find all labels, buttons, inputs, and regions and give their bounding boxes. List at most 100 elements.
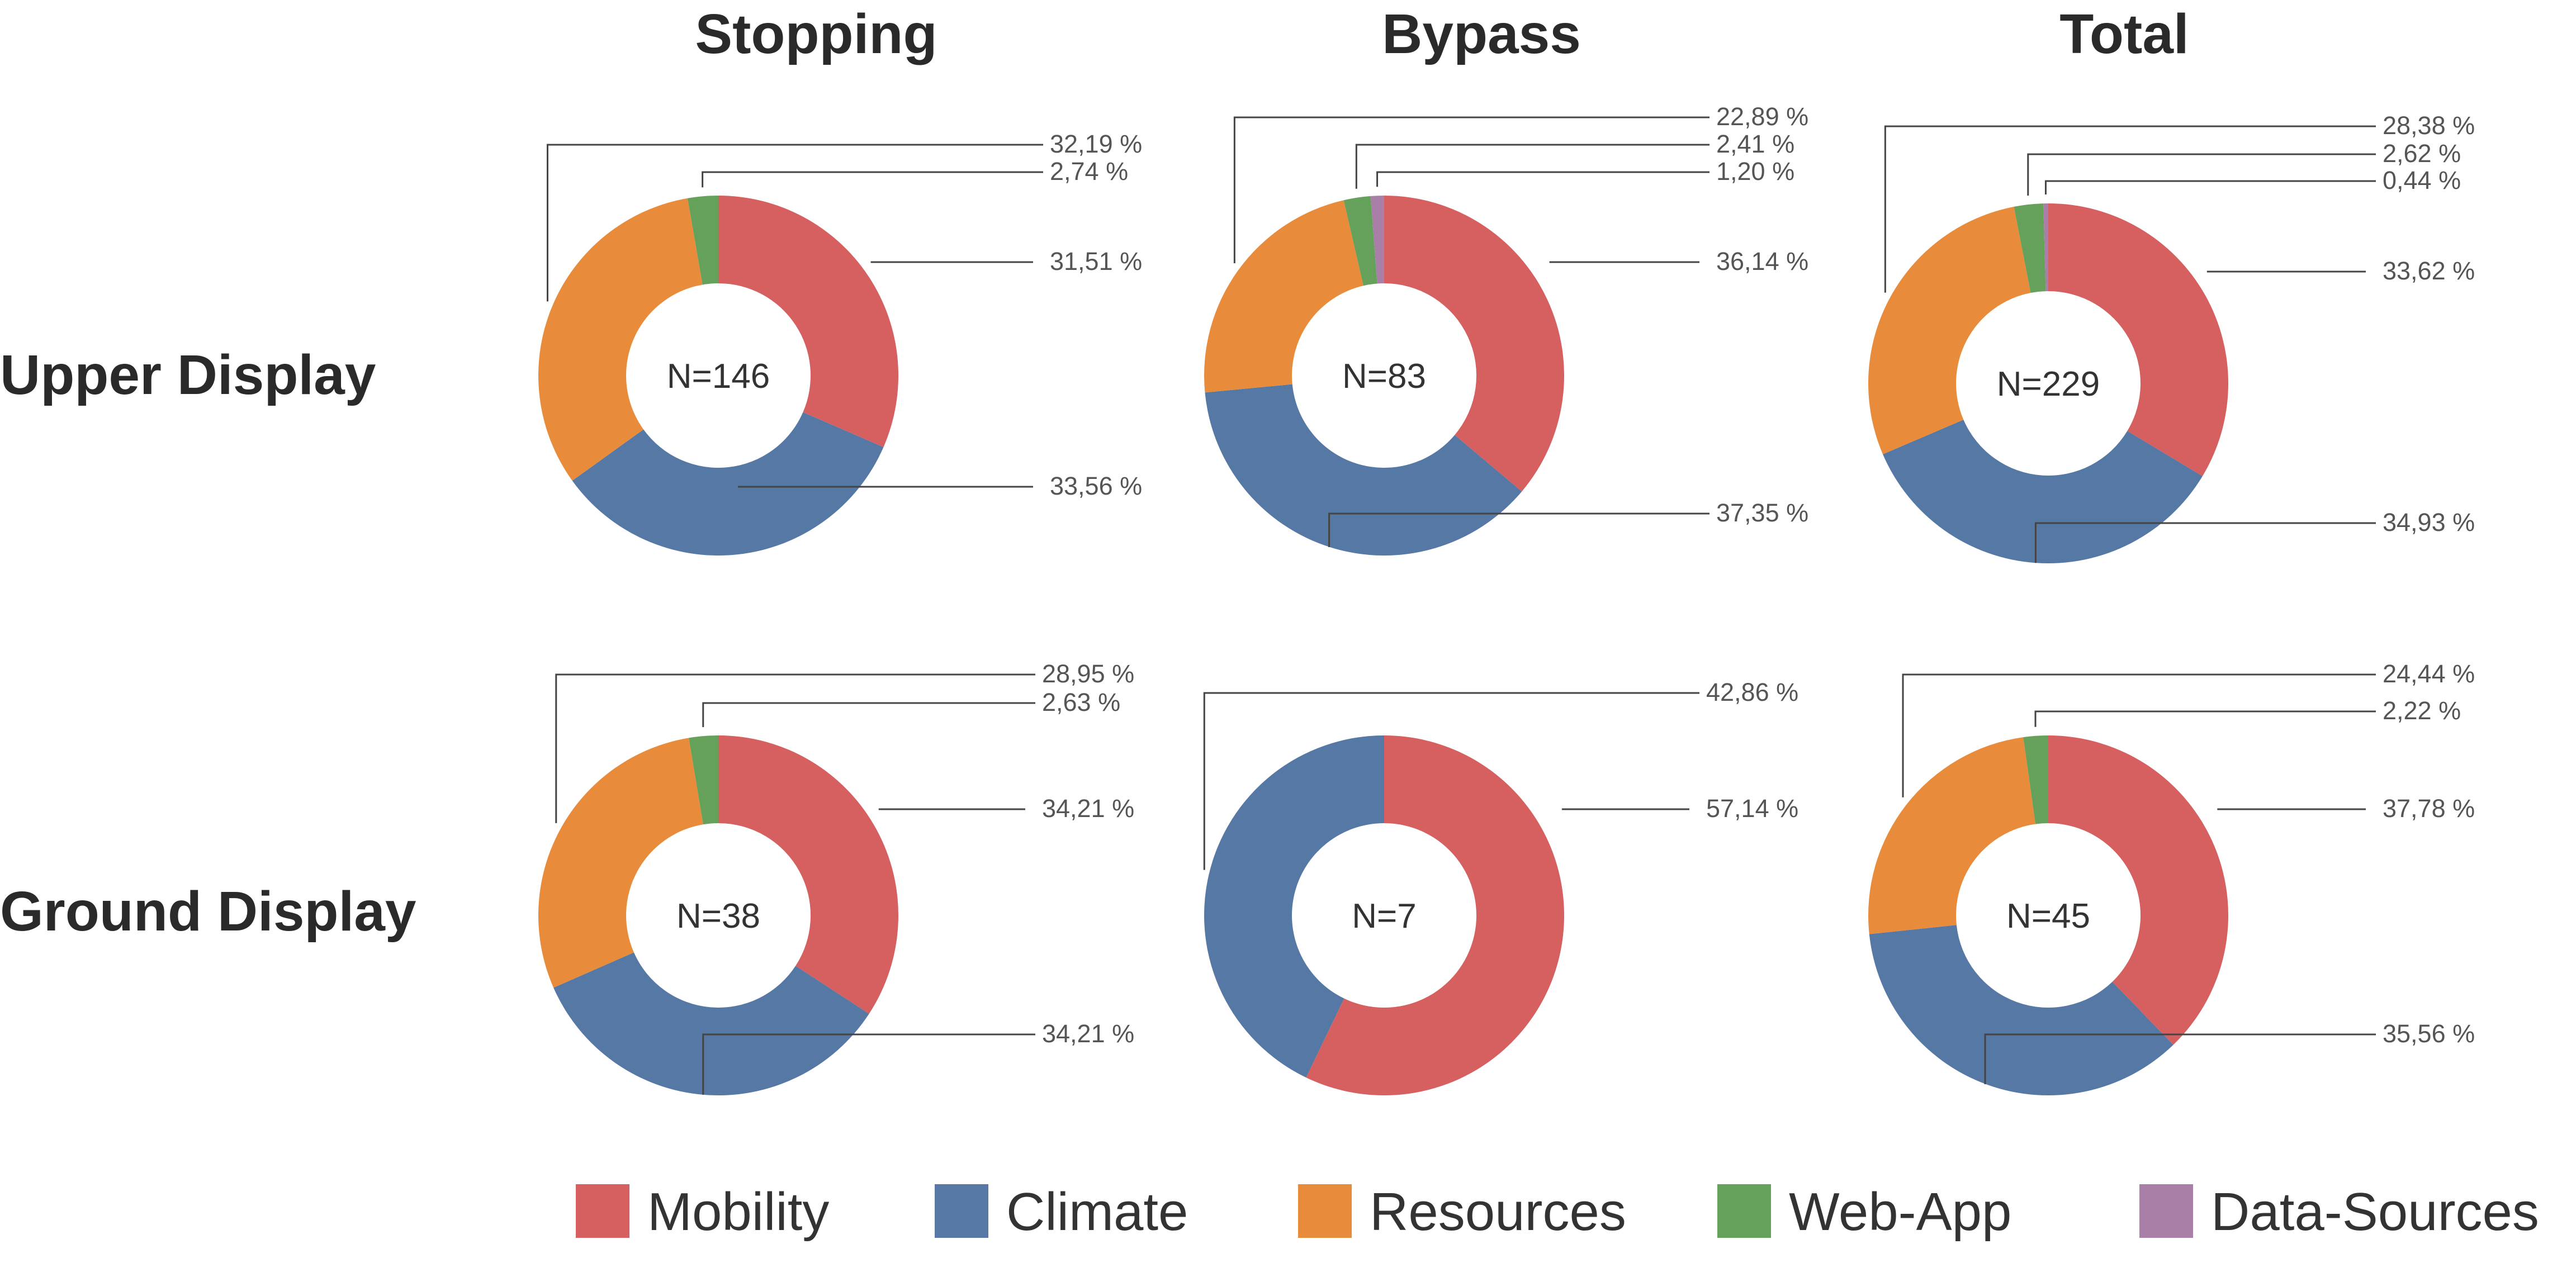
row-title-ground-display: Ground Display	[0, 880, 416, 943]
legend-item-web-app: Web-App	[1717, 1182, 2011, 1242]
leader-line	[2044, 180, 2376, 195]
leader-line	[555, 673, 1035, 823]
donut-ground-display-total: N=45 37,78 % 35,56 % 24,44 % 2,22 %	[1868, 659, 2475, 1096]
value-label-web-app: 2,74 %	[1050, 157, 1128, 186]
slice-mobility	[1306, 735, 1564, 1095]
legend-swatch	[2139, 1184, 2193, 1238]
donut-ground-display-bypass: N=7 57,14 % 42,86 %	[1203, 678, 1798, 1095]
value-label-resources: 28,95 %	[1042, 659, 1134, 688]
center-label: N=83	[1342, 357, 1426, 396]
value-label-mobility: 57,14 %	[1706, 794, 1798, 823]
row-titles: Upper Display Ground Display	[0, 344, 416, 943]
slice-resources	[538, 198, 703, 481]
legend-swatch	[935, 1184, 988, 1238]
legend-swatch	[1717, 1184, 1771, 1238]
slice-mobility	[1384, 196, 1564, 492]
slice-resources	[1868, 206, 2031, 454]
center-label: N=38	[676, 897, 760, 936]
value-label-resources: 32,19 %	[1050, 130, 1142, 158]
value-label-mobility: 34,21 %	[1042, 794, 1134, 823]
value-label-climate: 34,21 %	[1042, 1019, 1134, 1048]
leader-line	[2034, 522, 2376, 563]
row-title-upper-display: Upper Display	[0, 344, 376, 406]
value-label-mobility: 37,78 %	[2383, 794, 2475, 823]
leader-line	[702, 171, 1043, 188]
value-label-web-app: 2,62 %	[2383, 139, 2461, 168]
leader-line	[1984, 1033, 2376, 1085]
slice-resources	[1868, 737, 2036, 934]
leader-line	[1902, 673, 2376, 797]
slice-data-sources	[1370, 196, 1384, 284]
donut-upper-display-total: N=229 33,62 % 34,93 % 28,38 %2,62 %0,44 %	[1868, 111, 2475, 563]
legend-label: Data-Sources	[2211, 1182, 2539, 1242]
value-label-climate: 37,35 %	[1716, 498, 1808, 527]
legend-swatch	[1298, 1184, 1352, 1238]
slice-mobility	[2048, 735, 2229, 1045]
slice-mobility	[718, 196, 898, 448]
leader-line	[1328, 512, 1710, 547]
leader-line	[1233, 116, 1710, 263]
legend-item-mobility: Mobility	[576, 1182, 829, 1242]
donuts: N=146 31,51 % 33,56 % 32,19 %2,74 % N=83 36,1…	[538, 102, 2475, 1096]
slice-data-sources	[2043, 203, 2048, 292]
slice-resources	[538, 738, 703, 988]
slice-climate	[1869, 925, 2174, 1096]
center-label: N=146	[667, 357, 770, 396]
slice-web-app	[687, 196, 718, 285]
slice-resources	[1204, 200, 1363, 393]
slice-mobility	[718, 735, 899, 1014]
leader-line	[702, 702, 1035, 728]
center-label: N=7	[1352, 897, 1416, 936]
value-label-resources: 22,89 %	[1716, 102, 1808, 131]
donut-upper-display-bypass: N=83 36,14 % 37,35 % 22,89 %2,41 %1,20 %	[1204, 102, 1808, 555]
value-label-web-app: 2,63 %	[1042, 688, 1120, 716]
column-title-stopping: Stopping	[695, 3, 937, 65]
value-label-data-sources: 0,44 %	[2383, 166, 2461, 194]
leader-line	[2027, 153, 2376, 196]
legend-label: Climate	[1006, 1182, 1188, 1242]
value-label-web-app: 2,22 %	[2383, 696, 2461, 725]
slice-mobility	[2048, 203, 2229, 477]
legend-item-data-sources: Data-Sources	[2139, 1182, 2539, 1242]
center-label: N=45	[2006, 897, 2090, 936]
leader-line	[1884, 125, 2376, 293]
value-label-climate: 34,93 %	[2383, 508, 2475, 536]
value-label-data-sources: 1,20 %	[1716, 157, 1794, 186]
legend-item-climate: Climate	[935, 1182, 1188, 1242]
slice-web-app	[2023, 735, 2048, 824]
value-label-climate: 35,56 %	[2383, 1019, 2475, 1048]
leader-line	[546, 144, 1043, 302]
value-label-mobility: 33,62 %	[2383, 257, 2475, 285]
column-title-total: Total	[2059, 3, 2189, 65]
donut-upper-display-stopping: N=146 31,51 % 33,56 % 32,19 %2,74 %	[538, 130, 1142, 555]
legend: Mobility Climate Resources Web-App Data-Sour…	[576, 1182, 2539, 1242]
slice-web-app	[2014, 203, 2046, 293]
legend-label: Mobility	[647, 1182, 829, 1242]
legend-swatch	[576, 1184, 629, 1238]
slice-web-app	[1343, 196, 1377, 286]
slice-climate	[1883, 419, 2203, 563]
value-label-web-app: 2,41 %	[1716, 130, 1794, 158]
value-label-mobility: 36,14 %	[1716, 247, 1808, 276]
slice-climate	[572, 412, 884, 555]
column-title-bypass: Bypass	[1382, 3, 1581, 65]
legend-item-resources: Resources	[1298, 1182, 1626, 1242]
slice-climate	[1205, 384, 1522, 555]
legend-label: Web-App	[1789, 1182, 2011, 1242]
leader-line	[1355, 144, 1710, 189]
leader-line	[1203, 692, 1699, 870]
column-titles: Stopping Bypass Total	[695, 3, 2189, 65]
slice-climate	[553, 952, 869, 1096]
legend-label: Resources	[1370, 1182, 1626, 1242]
leader-line	[2034, 710, 2376, 727]
leader-line	[1376, 171, 1710, 187]
slice-web-app	[689, 735, 718, 825]
donut-ground-display-stopping: N=38 34,21 % 34,21 % 28,95 %2,63 %	[538, 659, 1134, 1096]
center-label: N=229	[1997, 365, 2100, 403]
value-label-mobility: 31,51 %	[1050, 247, 1142, 276]
value-label-resources: 28,38 %	[2383, 111, 2475, 140]
value-label-climate: 33,56 %	[1050, 472, 1142, 500]
slice-climate	[1204, 735, 1384, 1078]
leader-line	[702, 1033, 1035, 1095]
